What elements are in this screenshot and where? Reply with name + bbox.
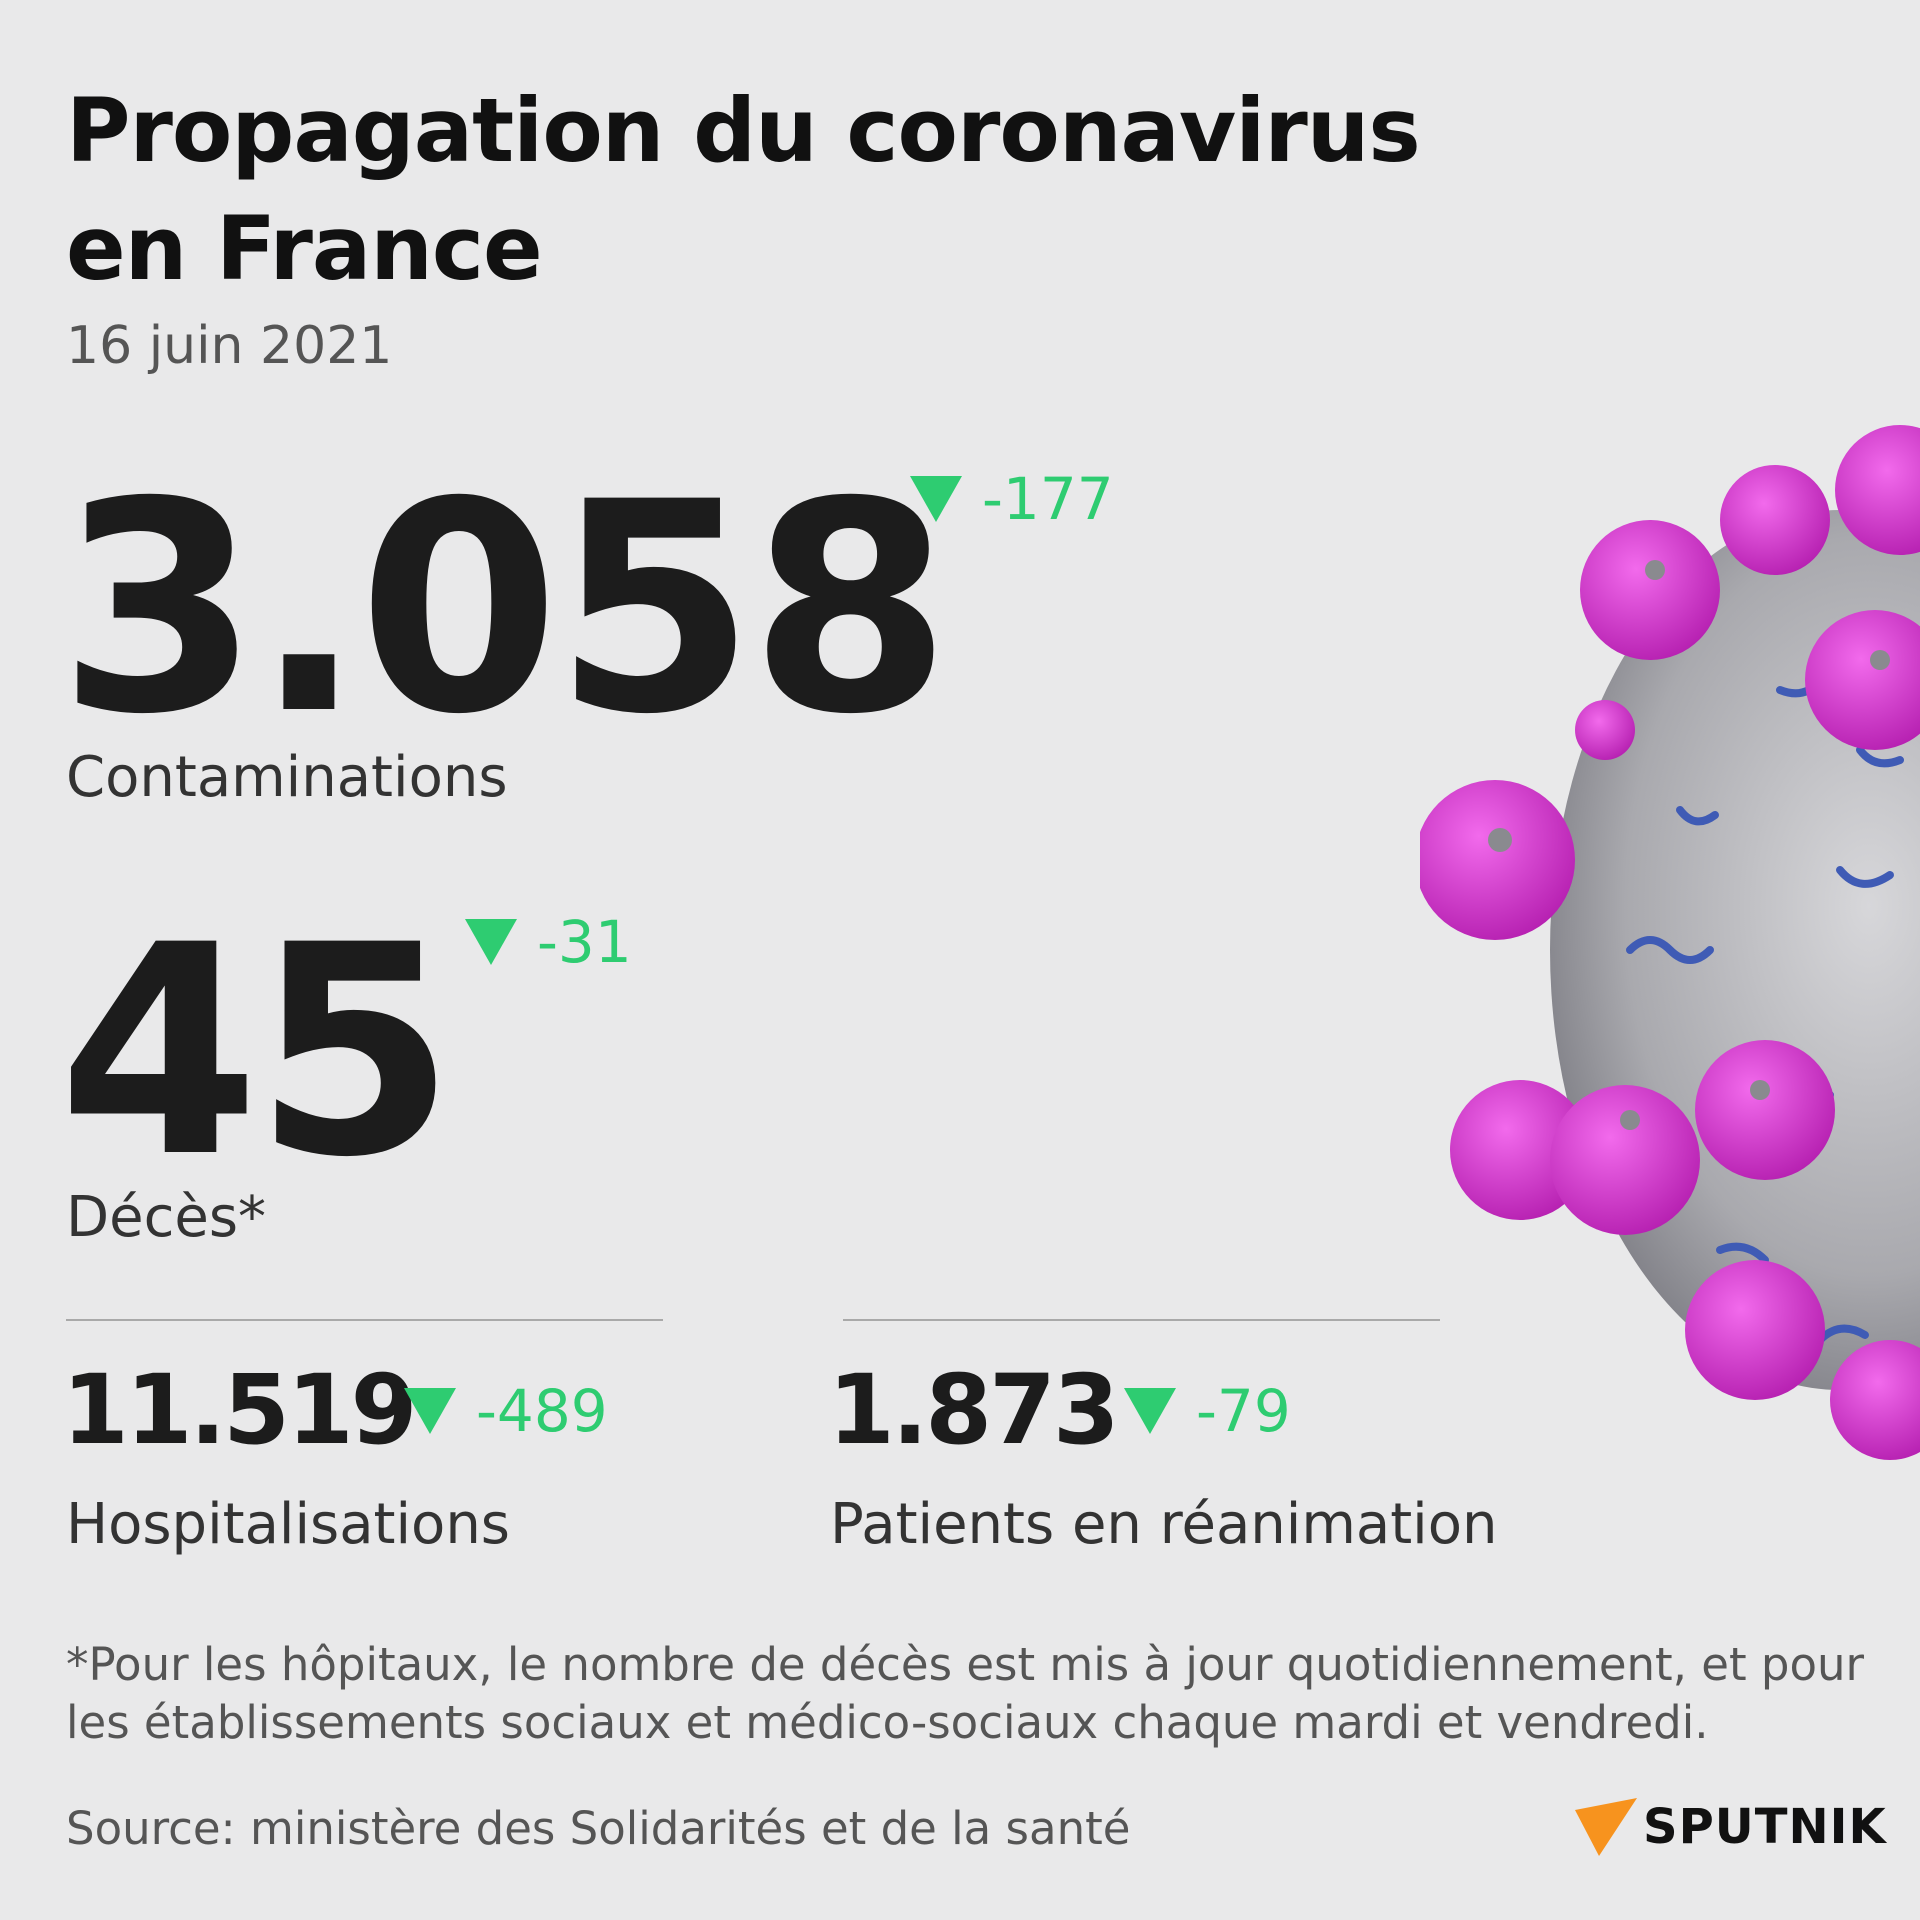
deces-label: Décès* (66, 1185, 266, 1250)
deces-value: 45 (58, 884, 456, 1221)
reanimation-delta-value: -79 (1196, 1377, 1291, 1445)
contaminations-delta-value: -177 (982, 465, 1114, 533)
down-triangle-icon (910, 476, 962, 522)
deces-delta-value: -31 (537, 908, 632, 976)
hospitalisations-label: Hospitalisations (66, 1492, 510, 1557)
down-triangle-icon (404, 1388, 456, 1434)
coronavirus-illustration (1420, 425, 1920, 1460)
contaminations-delta: -177 (910, 465, 1114, 533)
down-triangle-icon (465, 919, 517, 965)
page-title: Propagation du coronavirus en France (66, 79, 1421, 300)
contaminations-label: Contaminations (66, 745, 508, 810)
hospitalisations-delta-value: -489 (476, 1377, 608, 1445)
footnote: *Pour les hôpitaux, le nombre de décès e… (66, 1638, 1865, 1749)
hospitalisations-delta: -489 (404, 1377, 608, 1445)
divider (843, 1319, 1440, 1321)
brand-name: SPUTNIK (1643, 1799, 1887, 1855)
deces-delta: -31 (465, 908, 632, 976)
reanimation-delta: -79 (1124, 1377, 1291, 1445)
hospitalisations-value: 11.519 (62, 1354, 417, 1466)
sputnik-logo: SPUTNIK (1575, 1798, 1887, 1856)
reanimation-value: 1.873 (828, 1354, 1120, 1466)
contaminations-value: 3.058 (58, 441, 951, 778)
down-triangle-icon (1124, 1388, 1176, 1434)
divider (66, 1319, 663, 1321)
source-note: Source: ministère des Solidarités et de … (66, 1802, 1131, 1855)
reanimation-label: Patients en réanimation (830, 1492, 1498, 1557)
sputnik-logo-icon (1575, 1798, 1637, 1856)
date-label: 16 juin 2021 (66, 316, 393, 376)
